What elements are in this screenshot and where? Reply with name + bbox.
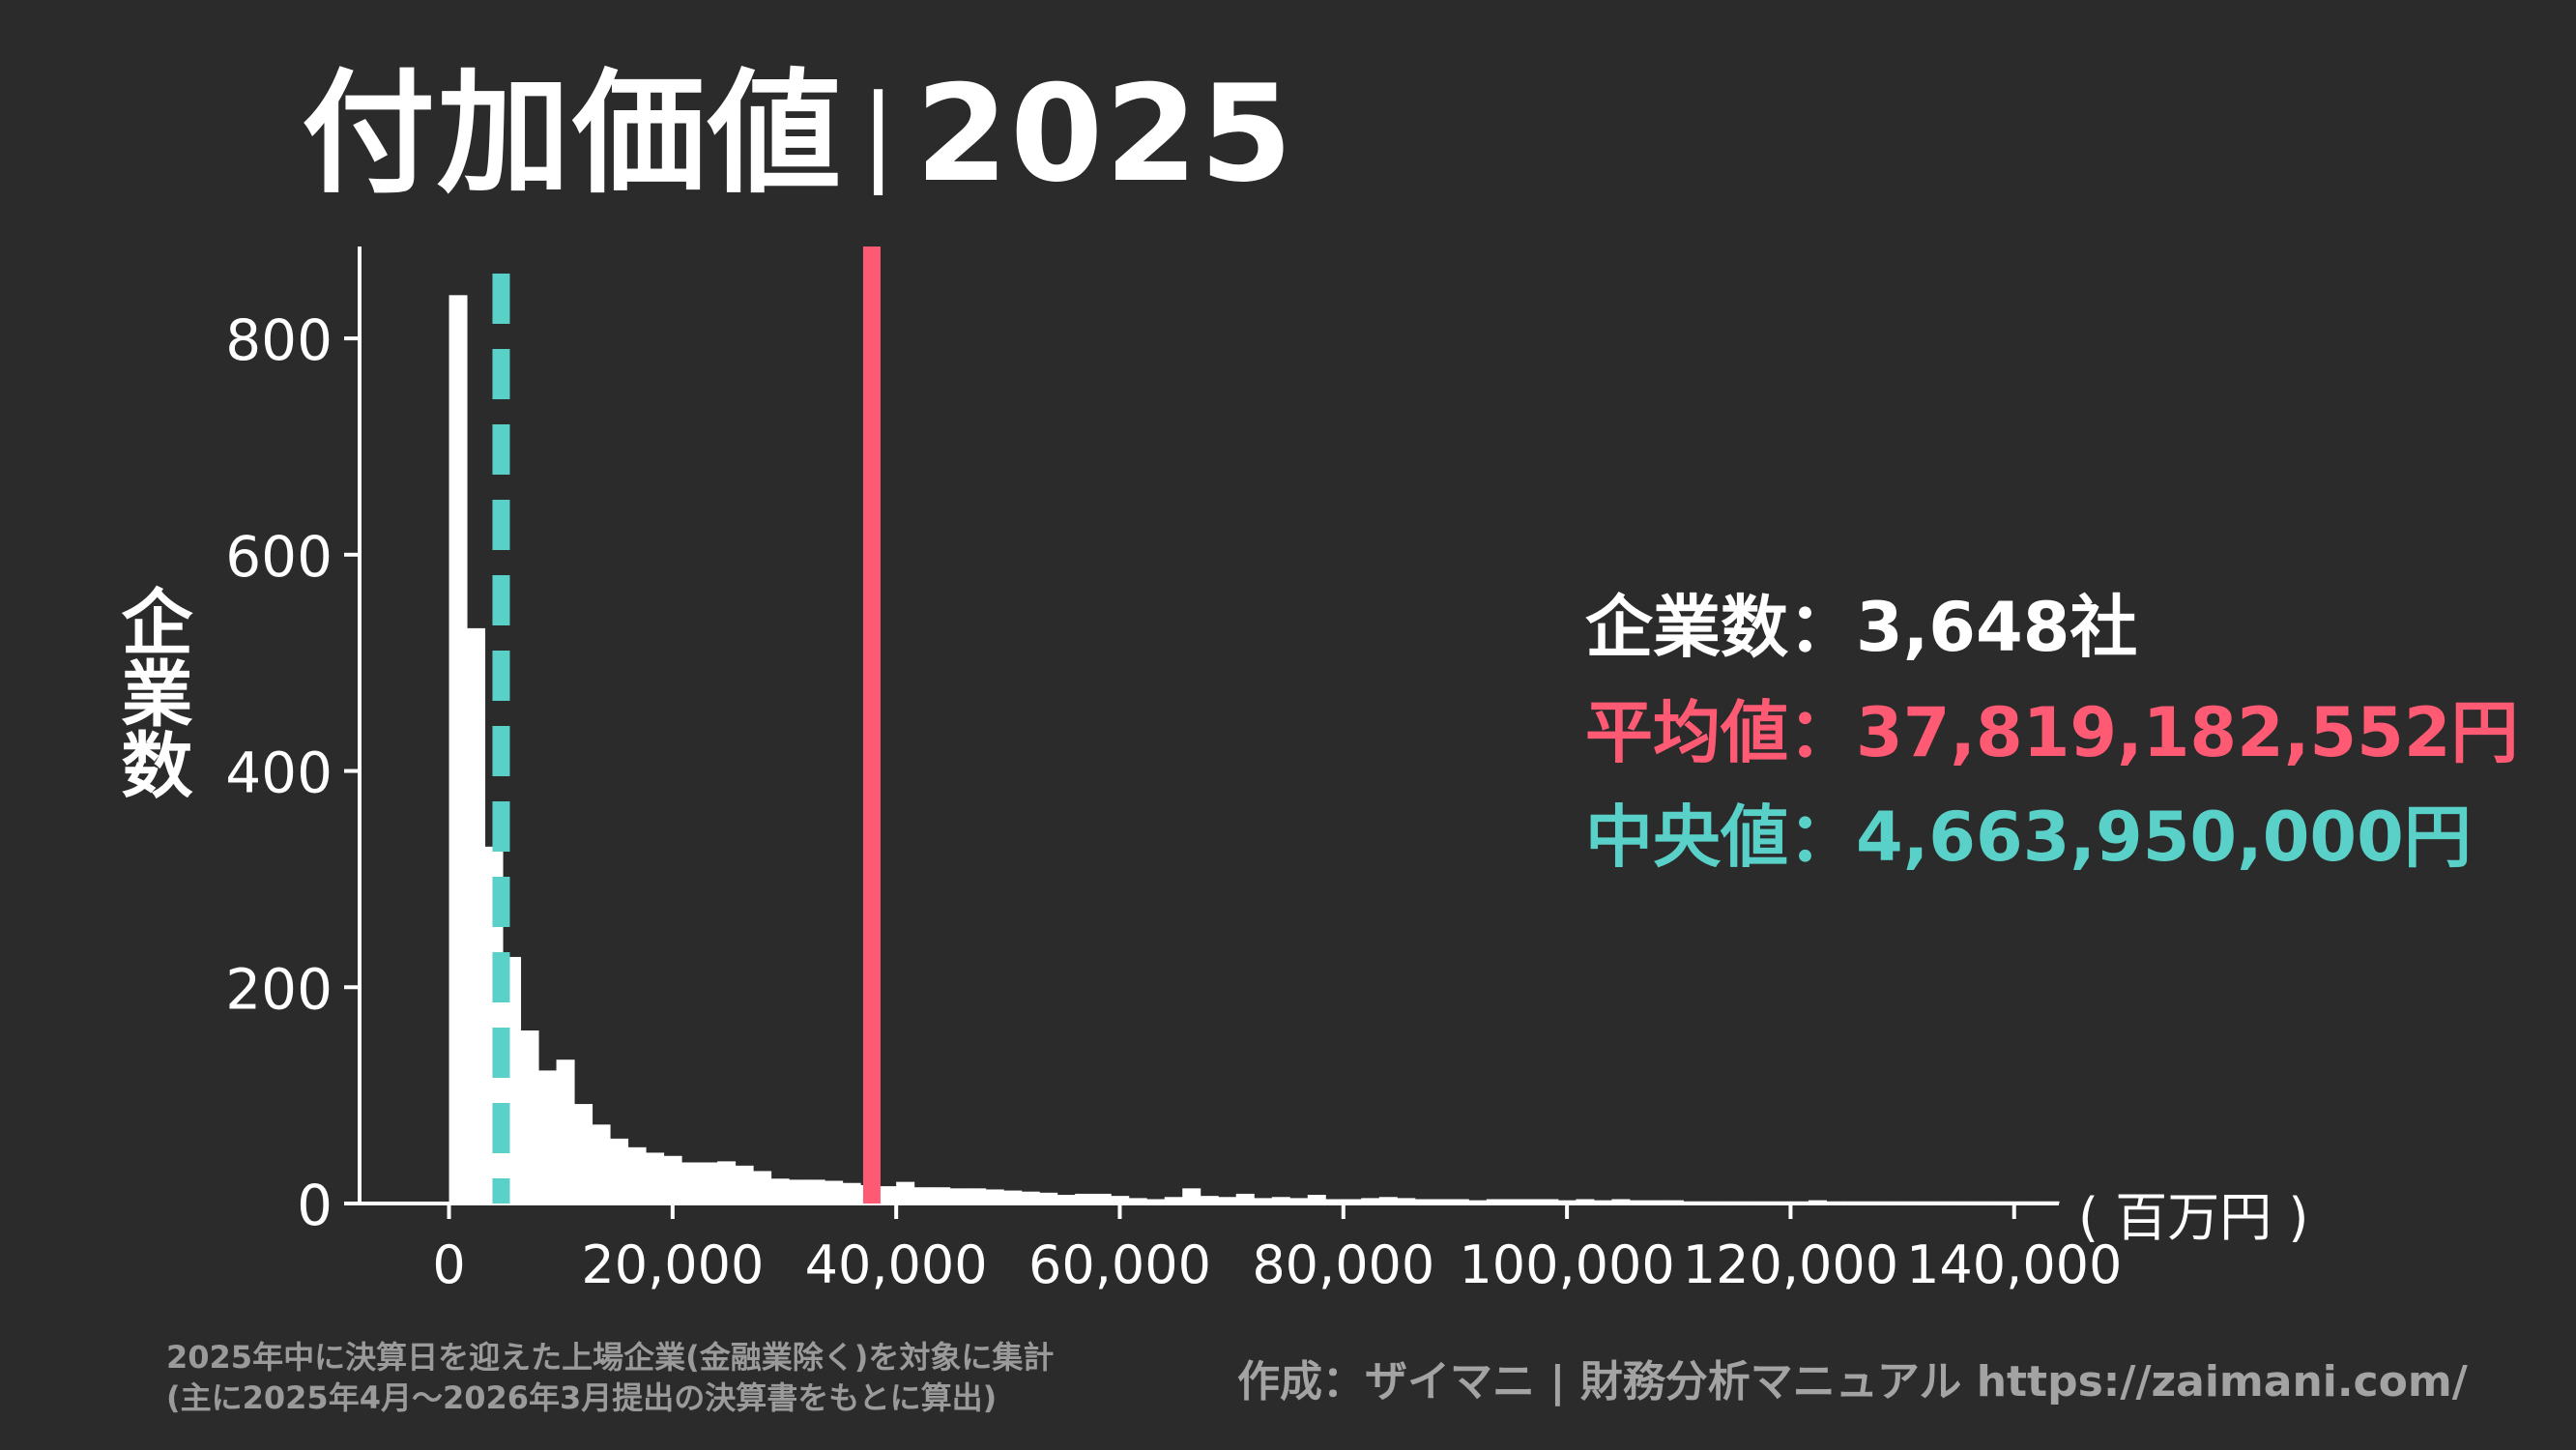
histogram-bar: [753, 1171, 772, 1204]
stats-mean: 平均値：37,819,182,552円: [1585, 681, 2519, 786]
title-year: 2025: [915, 56, 1295, 212]
histogram-bar: [449, 295, 468, 1204]
footnote-line-2: (主に2025年4月〜2026年3月提出の決算書をもとに算出): [166, 1378, 998, 1416]
histogram-bar: [896, 1181, 915, 1204]
y-tick-label: 0: [297, 1173, 333, 1238]
histogram-bar: [1254, 1198, 1273, 1204]
title-main: 付加価値: [302, 56, 844, 212]
histogram-bar: [968, 1188, 987, 1204]
histogram-bar: [1325, 1199, 1345, 1204]
histogram-bar: [574, 1104, 593, 1204]
histogram-bar: [1397, 1198, 1416, 1204]
footnote: 2025年中に決算日を迎えた上場企業(金融業除く)を対象に集計 (主に2025年…: [166, 1338, 1054, 1418]
histogram-bar: [1414, 1199, 1433, 1204]
companies-value: 3,648社: [1856, 588, 2138, 667]
histogram-bar: [610, 1138, 629, 1204]
histogram-bar: [1182, 1188, 1201, 1204]
y-tick-label: 200: [225, 956, 333, 1022]
x-axis-unit-label: ( 百万円 ): [2078, 1187, 2309, 1248]
histogram-bar: [1307, 1195, 1326, 1204]
histogram-bar: [1361, 1198, 1380, 1204]
histogram-bar: [1164, 1197, 1183, 1204]
histogram-bar: [1611, 1199, 1631, 1204]
x-tick-label: 40,000: [805, 1234, 988, 1295]
histogram-bar: [1450, 1199, 1469, 1204]
histogram-bar: [556, 1059, 575, 1204]
x-tick-label: 120,000: [1683, 1234, 1898, 1295]
histogram-bar: [1521, 1199, 1541, 1204]
histogram-bar: [1235, 1193, 1255, 1204]
histogram-bar: [627, 1146, 647, 1204]
histogram-bar: [1075, 1193, 1094, 1204]
histogram-bar: [538, 1070, 558, 1204]
histogram-bar: [932, 1187, 951, 1204]
histogram-bar: [825, 1180, 844, 1204]
y-tick-label: 800: [225, 307, 333, 373]
histogram-bar: [1343, 1199, 1362, 1204]
y-tick-label: 400: [225, 740, 333, 806]
median-value: 4,663,950,000円: [1856, 798, 2472, 877]
histogram-bar: [1092, 1193, 1112, 1204]
chart-title: 付加価値 | 2025: [302, 68, 1294, 201]
median-colon: ：: [1788, 798, 1856, 877]
histogram-bar: [1433, 1199, 1452, 1204]
x-tick-label: 140,000: [1906, 1234, 2122, 1295]
histogram-bar: [913, 1187, 933, 1204]
footnote-line-1: 2025年中に決算日を迎えた上場企業(金融業除く)を対象に集計: [166, 1339, 1055, 1376]
histogram-bar: [520, 1030, 539, 1204]
histogram-bar: [770, 1178, 790, 1204]
histogram-bar: [646, 1152, 665, 1204]
stats-box: 企業数：3,648社 平均値：37,819,182,552円 中央値：4,663…: [1585, 575, 2519, 890]
histogram-bar: [842, 1182, 861, 1204]
histogram-bar: [1540, 1199, 1559, 1204]
histogram-bar: [467, 627, 486, 1204]
x-tick-label: 0: [432, 1234, 465, 1295]
histogram-bar: [1378, 1197, 1398, 1204]
mean-label: 平均値: [1585, 692, 1788, 772]
histogram-bar: [1111, 1196, 1130, 1204]
stats-companies: 企業数：3,648社: [1585, 575, 2519, 681]
histogram-bar: [1200, 1196, 1219, 1204]
histogram-bar: [663, 1155, 682, 1204]
x-tick-label: 20,000: [581, 1234, 764, 1295]
histogram-bar: [1218, 1197, 1237, 1204]
histogram-bar: [592, 1124, 611, 1204]
histogram-bar: [735, 1165, 754, 1204]
x-tick-label: 100,000: [1459, 1234, 1674, 1295]
x-tick-label: 60,000: [1028, 1234, 1211, 1295]
credit-text: 作成：ザイマニ | 財務分析マニュアル https://zaimani.com/: [1237, 1357, 2468, 1406]
histogram-bar: [1039, 1192, 1058, 1204]
mean-colon: ：: [1788, 692, 1856, 772]
histogram-bar: [1146, 1199, 1166, 1204]
histogram-bar: [1486, 1199, 1505, 1204]
histogram-bar: [878, 1186, 897, 1204]
mean-value: 37,819,182,552円: [1856, 692, 2519, 772]
histogram-bar: [789, 1179, 808, 1204]
histogram-bar: [1576, 1199, 1595, 1204]
median-label: 中央値: [1585, 798, 1788, 877]
y-tick-label: 600: [225, 524, 333, 590]
histogram-bar: [681, 1162, 701, 1204]
histogram-bar: [717, 1161, 737, 1204]
companies-colon: ：: [1788, 588, 1856, 667]
histogram-bar: [949, 1188, 969, 1204]
histogram-bar: [1056, 1195, 1076, 1204]
stats-median: 中央値：4,663,950,000円: [1585, 785, 2519, 890]
title-separator: |: [860, 72, 899, 195]
histogram-bar: [1289, 1198, 1309, 1204]
histogram-bar: [1504, 1199, 1523, 1204]
x-tick-label: 80,000: [1252, 1234, 1434, 1295]
histogram-bar: [1003, 1190, 1023, 1204]
y-axis-label: 企業数: [109, 585, 192, 799]
histogram-bar: [1021, 1191, 1040, 1204]
histogram-bar: [985, 1189, 1004, 1204]
companies-label: 企業数: [1585, 588, 1788, 667]
histogram-bar: [806, 1179, 825, 1204]
histogram-bar: [699, 1162, 718, 1204]
histogram-bar: [1271, 1197, 1290, 1204]
histogram-bar: [1128, 1198, 1147, 1204]
